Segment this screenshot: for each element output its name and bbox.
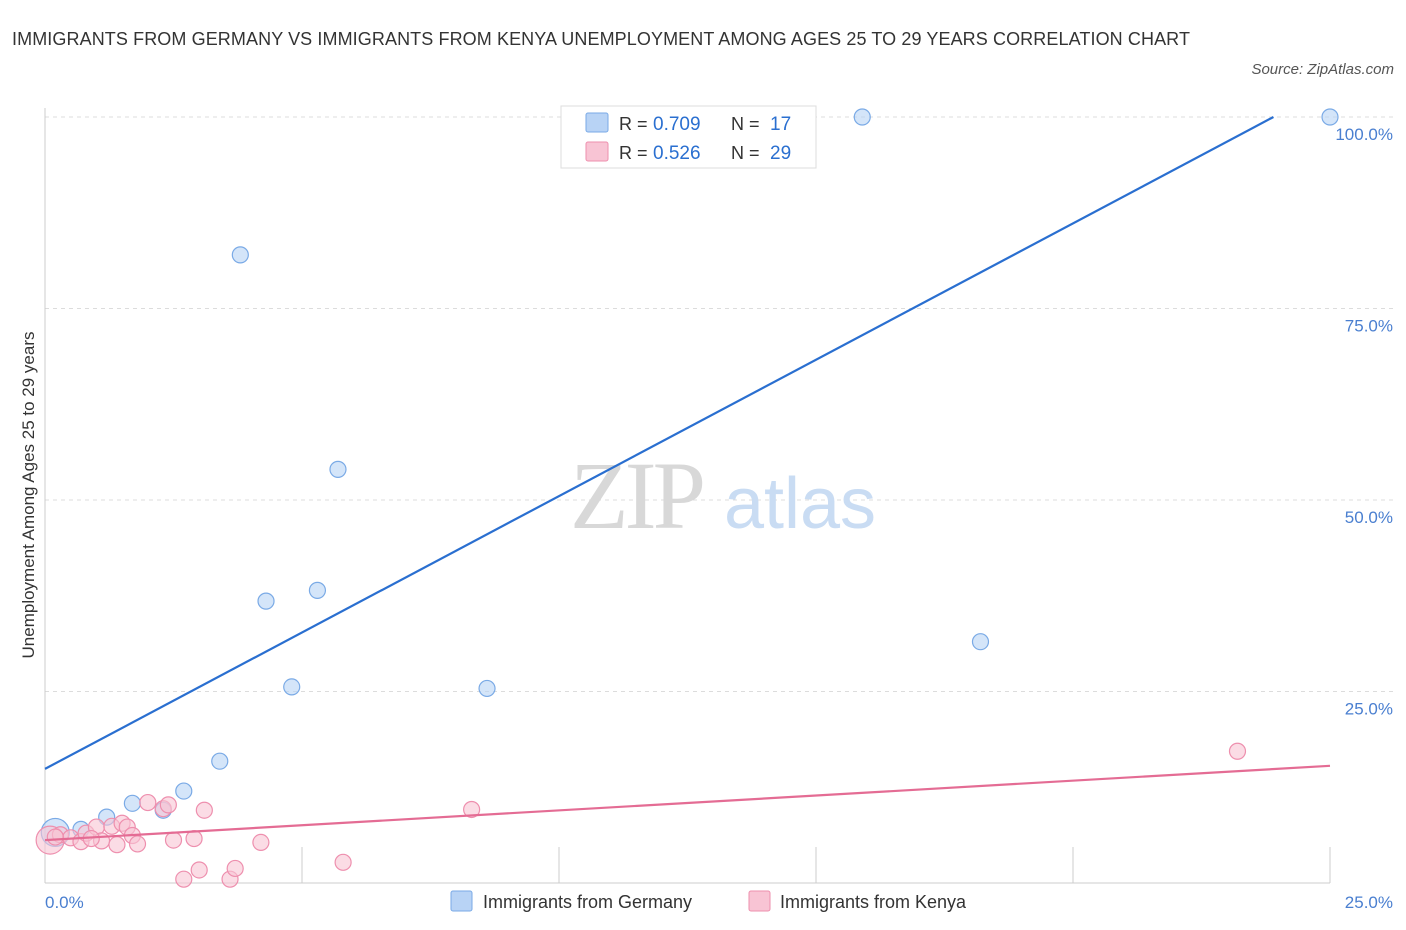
- legend-kenya-marker: [748, 890, 771, 912]
- legend-kenya-swatch: [585, 141, 609, 162]
- legend-kenya-name: Immigrants from Kenya: [780, 892, 967, 912]
- trendline-pink: [44, 764, 1331, 842]
- data-point-pink-24: [334, 853, 352, 871]
- data-point-pink-25: [463, 800, 481, 819]
- legend-germany-swatch: [585, 112, 609, 133]
- data-point-blue-7: [231, 246, 249, 264]
- y-axis-label: Unemployment Among Ages 25 to 29 years: [19, 332, 38, 659]
- watermark-atlas: atlas: [724, 464, 876, 544]
- legend-germany-n-value: 17: [770, 114, 791, 135]
- trendlines: [44, 116, 1331, 842]
- data-point-pink-23: [252, 833, 270, 852]
- legend-kenya-n-value: 29: [770, 143, 791, 164]
- grid-lines: [45, 116, 1393, 692]
- x-tick-label-min: 0.0%: [45, 893, 84, 912]
- data-point-pink-15: [159, 796, 177, 814]
- x-tick-labels: 0.0% 25.0%: [45, 893, 1393, 912]
- y-tick-label-50: 50.0%: [1345, 508, 1393, 527]
- series-kenya-points: [35, 742, 1247, 888]
- watermark-zip: ZIP: [570, 442, 703, 549]
- chart-title: IMMIGRANTS FROM GERMANY VS IMMIGRANTS FR…: [12, 29, 1191, 49]
- data-point-pink-26: [1228, 742, 1247, 760]
- data-point-pink-18: [185, 829, 203, 848]
- y-tick-label-100: 100.0%: [1335, 125, 1393, 144]
- y-tick-label-25: 25.0%: [1345, 700, 1393, 719]
- data-point-pink-12: [128, 835, 147, 853]
- trendline-blue: [44, 116, 1274, 770]
- data-point-blue-16: [1321, 108, 1339, 126]
- legend-germany-r-label: R =: [619, 114, 648, 134]
- data-point-pink-17: [175, 870, 193, 888]
- legend-germany-n-label: N =: [731, 114, 760, 134]
- data-point-blue-14: [853, 108, 871, 126]
- watermark: ZIP atlas: [570, 442, 876, 549]
- legend-stats: R = 0.709 N = 17 R = 0.526 N = 29: [560, 105, 817, 169]
- data-point-pink-13: [139, 793, 157, 812]
- y-tick-label-75: 75.0%: [1345, 317, 1393, 336]
- data-point-blue-9: [283, 678, 301, 696]
- y-tick-labels: 25.0% 50.0% 75.0% 100.0%: [1335, 125, 1393, 719]
- data-point-pink-22: [226, 859, 244, 878]
- source-label: Source: ZipAtlas.com: [1251, 61, 1394, 78]
- x-tick-label-max: 25.0%: [1345, 893, 1393, 912]
- data-point-blue-6: [211, 752, 229, 770]
- legend-germany-marker: [450, 890, 473, 912]
- data-point-blue-12: [478, 679, 496, 698]
- legend-germany-r-value: 0.709: [653, 114, 701, 135]
- data-point-pink-27: [46, 828, 64, 846]
- data-point-blue-11: [329, 460, 347, 478]
- data-point-blue-8: [257, 592, 275, 610]
- data-point-pink-20: [195, 801, 213, 819]
- data-point-blue-3: [123, 794, 141, 812]
- legend-germany-name: Immigrants from Germany: [483, 892, 692, 912]
- data-point-pink-16: [164, 831, 183, 849]
- data-point-pink-8: [108, 836, 126, 854]
- legend-kenya-r-label: R =: [619, 143, 648, 163]
- data-point-blue-15: [971, 633, 990, 651]
- data-point-pink-19: [190, 861, 208, 879]
- legend-kenya-n-label: N =: [731, 143, 760, 163]
- legend-series: Immigrants from Germany Immigrants from …: [450, 890, 967, 912]
- data-point-blue-5: [175, 782, 193, 800]
- legend-kenya-r-value: 0.526: [653, 143, 701, 164]
- data-point-blue-10: [308, 581, 327, 599]
